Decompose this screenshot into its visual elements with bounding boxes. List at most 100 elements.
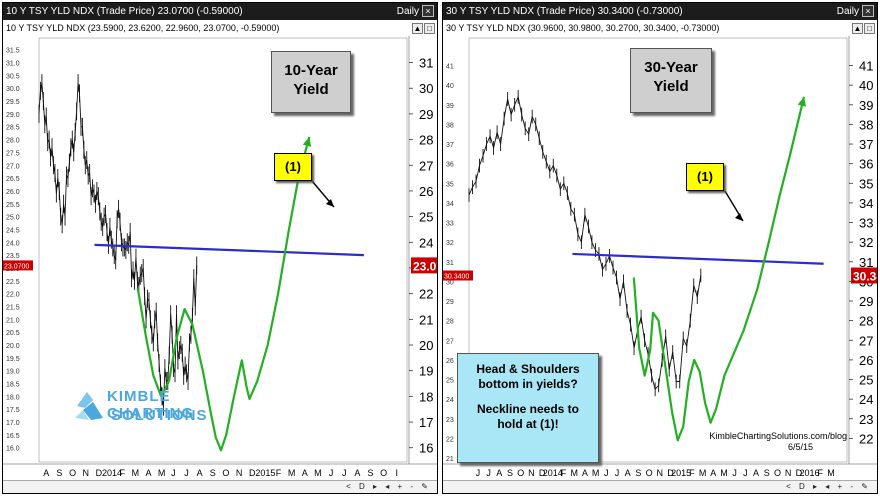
x-tick-label: O: [380, 468, 387, 478]
right-tick-label: 31: [859, 255, 873, 270]
x-tick-label: O: [774, 468, 781, 478]
panel-title-value: 23.0700 (-0.59000): [157, 6, 243, 17]
x-tick-label: M: [570, 468, 578, 478]
left-last-marker: [3, 260, 33, 271]
right-tick-label: 21: [419, 312, 433, 327]
x-tick-label: S: [764, 468, 770, 478]
right-tick-label: 28: [859, 314, 873, 329]
x-tick-label: J: [486, 468, 491, 478]
annotation-line-3: Neckline needs to: [476, 402, 580, 416]
head-shoulders-curve: [632, 96, 806, 442]
left-tick-label: 29.0: [6, 112, 20, 119]
bottom-toolbar[interactable]: < D ▸ ◂ + - ✎: [443, 480, 877, 493]
label-1-box: (1): [274, 153, 312, 181]
x-tick-label: M: [314, 468, 322, 478]
right-tick-label: 41: [859, 59, 873, 74]
chart-title-line-2: Yield: [293, 81, 329, 98]
expand-button[interactable]: □: [424, 23, 435, 34]
left-tick-label: 36: [446, 162, 454, 169]
x-tick-label: O: [646, 468, 653, 478]
bottom-toolbar[interactable]: < D ▸ ◂ + - ✎: [3, 480, 437, 493]
x-tick-label: M: [132, 468, 140, 478]
left-tick-label: 24.5: [6, 227, 20, 234]
left-tick-label: 27.0: [6, 163, 20, 170]
watermark-site: KimbleChartingSolutions.com/blog: [709, 431, 847, 441]
left-tick-label: 29: [446, 299, 454, 306]
x-tick-label: F: [119, 468, 125, 478]
x-tick-label: F: [561, 468, 567, 478]
annotation-box: Head & Shoulders bottom in yields? Neckl…: [457, 353, 599, 463]
left-tick-label: 41: [446, 64, 454, 71]
pointer-arrow-icon: [326, 199, 334, 207]
watermark: KimbleChartingSolutions.com/blog 6/5/15: [709, 431, 847, 453]
ohlc-readout: 30 Y TSY YLD NDX (30.9600, 30.9800, 30.2…: [446, 23, 720, 33]
left-tick-label: 25.5: [6, 202, 20, 209]
right-tick-label: 37: [859, 137, 873, 152]
last-price-marker: [851, 267, 877, 284]
right-tick-label: 32: [859, 235, 873, 250]
label-1-box: (1): [686, 163, 724, 191]
last-price-marker: [411, 257, 437, 274]
right-tick-label: 24: [419, 235, 433, 250]
close-icon[interactable]: ×: [862, 5, 874, 17]
x-tick-label: M: [699, 468, 707, 478]
x-tick-label: O: [69, 468, 76, 478]
x-tick-label: J: [615, 468, 620, 478]
x-tick-label: A: [146, 468, 152, 478]
x-tick-label: J: [476, 468, 481, 478]
left-tick-label: 19.0: [6, 369, 20, 376]
x-tick-label: D: [796, 468, 803, 478]
x-tick-label: J: [171, 468, 176, 478]
chart-panel-30y: 30 Y TSY YLD NDX (Trade Price) 30.3400 (…: [442, 2, 878, 494]
right-tick-label: 28: [419, 133, 433, 148]
left-tick-label: 22: [446, 436, 454, 443]
left-tick-label: 21: [446, 456, 454, 463]
right-tick-label: 31: [419, 56, 433, 71]
left-last-label: 23.0700: [4, 263, 29, 270]
right-tick-label: 25: [419, 210, 433, 225]
right-tick-label: 35: [859, 176, 873, 191]
x-tick-label: S: [635, 468, 641, 478]
left-tick-label: 38: [446, 122, 454, 129]
x-tick-label: N: [657, 468, 664, 478]
x-tick-label: S: [210, 468, 216, 478]
x-tick-label: M: [827, 468, 835, 478]
x-tick-label: 2014: [543, 468, 563, 478]
collapse-button[interactable]: ▲: [852, 23, 863, 34]
x-tick-label: D: [667, 468, 674, 478]
x-tick-label: O: [222, 468, 229, 478]
x-tick-label: A: [496, 468, 502, 478]
arrow-head-icon: [302, 137, 312, 147]
expand-button[interactable]: □: [864, 23, 875, 34]
timeframe-label[interactable]: Daily: [836, 6, 859, 17]
panel-title: 30 Y TSY YLD NDX (Trade Price): [446, 6, 595, 17]
logo-line-2: SOLUTIONS: [111, 407, 208, 424]
annotation-line-4: hold at (1)!: [497, 417, 559, 431]
close-icon[interactable]: ×: [422, 5, 434, 17]
x-tick-label: N: [785, 468, 792, 478]
left-tick-label: 35: [446, 181, 454, 188]
collapse-button[interactable]: ▲: [412, 23, 423, 34]
right-tick-label: 22: [859, 431, 873, 446]
x-tick-label: J: [732, 468, 737, 478]
neckline: [572, 252, 824, 265]
left-tick-label: 29.5: [6, 99, 20, 106]
right-tick-label: 24: [859, 392, 873, 407]
left-last-marker: [443, 270, 473, 281]
timeframe-label[interactable]: Daily: [396, 6, 419, 17]
x-tick-label: M: [158, 468, 166, 478]
right-tick-label: 36: [859, 157, 873, 172]
panel-subtitle: 10 Y TSY YLD NDX (23.5900, 23.6200, 22.9…: [3, 21, 437, 36]
left-tick-label: 31.0: [6, 61, 20, 68]
last-price-label: 23.07: [413, 259, 438, 273]
left-tick-label: 28.0: [6, 138, 20, 145]
left-tick-label: 33: [446, 221, 454, 228]
left-tick-label: 25: [446, 378, 454, 385]
x-tick-label: J: [329, 468, 334, 478]
x-tick-label: D: [96, 468, 103, 478]
right-tick-label: 27: [419, 158, 433, 173]
x-tick-label: O: [517, 468, 524, 478]
right-tick-label: 17: [419, 415, 433, 430]
x-tick-label: F: [689, 468, 695, 478]
pointer-arrow-icon: [735, 213, 743, 221]
